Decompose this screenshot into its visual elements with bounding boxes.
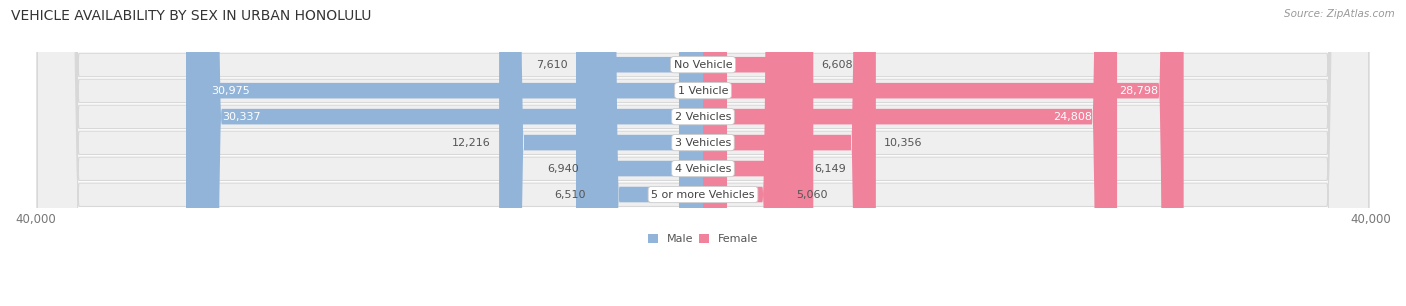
FancyBboxPatch shape [38,0,1368,306]
Legend: Male, Female: Male, Female [644,230,762,249]
Text: 1 Vehicle: 1 Vehicle [678,86,728,96]
FancyBboxPatch shape [186,0,703,306]
FancyBboxPatch shape [38,0,1368,306]
FancyBboxPatch shape [38,0,1368,306]
Text: 6,940: 6,940 [547,164,579,174]
FancyBboxPatch shape [499,0,703,306]
FancyBboxPatch shape [703,0,876,306]
FancyBboxPatch shape [38,0,1368,306]
Text: 30,975: 30,975 [211,86,250,96]
Text: 24,808: 24,808 [1053,112,1092,121]
FancyBboxPatch shape [38,0,1368,306]
Text: 5 or more Vehicles: 5 or more Vehicles [651,189,755,200]
FancyBboxPatch shape [703,0,813,306]
Text: 10,356: 10,356 [884,138,922,147]
Text: 3 Vehicles: 3 Vehicles [675,138,731,147]
FancyBboxPatch shape [703,0,1184,306]
FancyBboxPatch shape [703,0,806,306]
FancyBboxPatch shape [588,0,703,306]
FancyBboxPatch shape [703,0,1116,306]
FancyBboxPatch shape [595,0,703,306]
Text: 6,149: 6,149 [814,164,846,174]
FancyBboxPatch shape [197,0,703,306]
Text: No Vehicle: No Vehicle [673,60,733,70]
Text: 30,337: 30,337 [222,112,260,121]
Text: 4 Vehicles: 4 Vehicles [675,164,731,174]
Text: Source: ZipAtlas.com: Source: ZipAtlas.com [1284,9,1395,19]
Text: 28,798: 28,798 [1119,86,1159,96]
Text: 5,060: 5,060 [796,189,827,200]
Text: 6,608: 6,608 [821,60,853,70]
FancyBboxPatch shape [38,0,1368,306]
Text: VEHICLE AVAILABILITY BY SEX IN URBAN HONOLULU: VEHICLE AVAILABILITY BY SEX IN URBAN HON… [11,9,371,23]
Text: 6,510: 6,510 [554,189,586,200]
Text: 12,216: 12,216 [451,138,491,147]
FancyBboxPatch shape [576,0,703,306]
Text: 7,610: 7,610 [536,60,568,70]
FancyBboxPatch shape [703,0,787,306]
Text: 2 Vehicles: 2 Vehicles [675,112,731,121]
